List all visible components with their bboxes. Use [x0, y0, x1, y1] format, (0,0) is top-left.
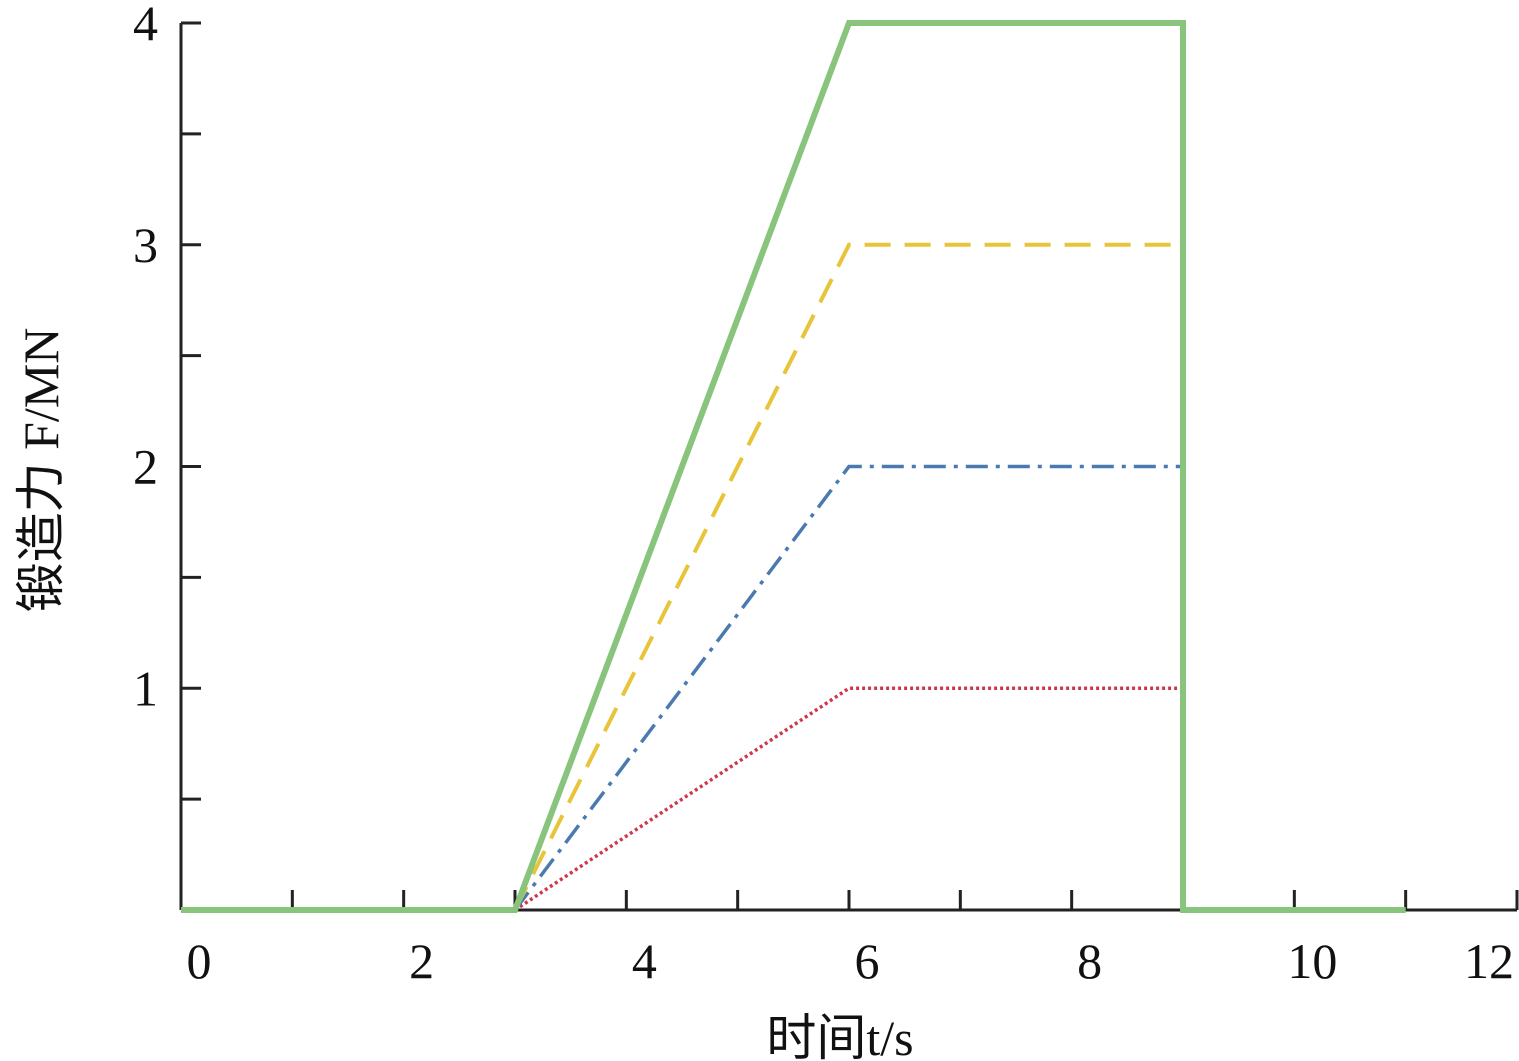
x-tick-label: 6: [855, 933, 880, 989]
y-tick-label: 2: [133, 439, 158, 495]
y-tick-label: 1: [133, 660, 158, 716]
y-tick-label: 4: [133, 0, 158, 51]
series-line: [514, 686, 1183, 912]
series-line: [513, 464, 1183, 912]
x-tick-label: 4: [632, 933, 657, 989]
series-line: [513, 242, 1183, 911]
x-tick-label: 12: [1464, 933, 1514, 989]
y-axis-label: 锻造力 F/MN: [13, 328, 69, 613]
x-tick-label: 8: [1077, 933, 1102, 989]
x-axis-label: 时间t/s: [766, 1010, 913, 1061]
x-tick-label: 2: [409, 933, 434, 989]
series-line: [181, 20, 1406, 913]
y-tick-label: 3: [133, 217, 158, 273]
x-tick-label: 10: [1287, 933, 1337, 989]
x-tick-label: 0: [187, 933, 212, 989]
